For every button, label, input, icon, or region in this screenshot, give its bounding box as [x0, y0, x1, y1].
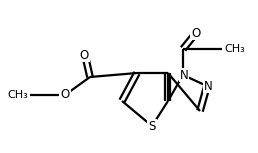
Text: O: O [60, 88, 70, 101]
Text: O: O [191, 26, 201, 39]
Text: S: S [148, 119, 156, 132]
Text: O: O [79, 49, 89, 62]
Text: N: N [180, 69, 188, 82]
Text: N: N [204, 80, 212, 93]
Text: CH₃: CH₃ [224, 44, 245, 54]
Text: CH₃: CH₃ [7, 90, 28, 100]
